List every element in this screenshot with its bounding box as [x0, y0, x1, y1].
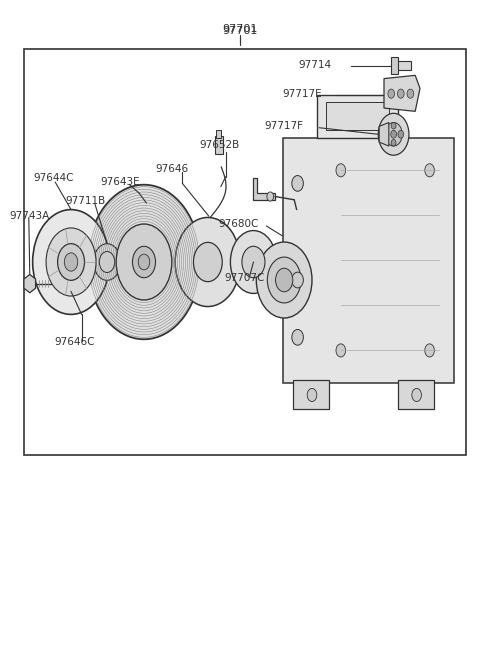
- Bar: [396, 61, 411, 70]
- Text: 97646: 97646: [155, 164, 189, 174]
- Bar: [215, 136, 223, 154]
- Circle shape: [385, 122, 402, 146]
- Circle shape: [58, 244, 84, 280]
- Text: 97652B: 97652B: [200, 140, 240, 151]
- Text: 97644C: 97644C: [34, 173, 74, 183]
- Circle shape: [336, 344, 346, 357]
- Text: 97701: 97701: [222, 26, 258, 36]
- Circle shape: [391, 130, 396, 138]
- Circle shape: [378, 113, 409, 155]
- Bar: [293, 380, 329, 409]
- Circle shape: [116, 224, 172, 300]
- Circle shape: [292, 329, 303, 345]
- Circle shape: [412, 388, 421, 402]
- Circle shape: [242, 246, 265, 278]
- Circle shape: [397, 89, 404, 98]
- Text: 97717E: 97717E: [282, 88, 322, 99]
- Circle shape: [388, 89, 395, 98]
- Circle shape: [336, 164, 346, 177]
- Circle shape: [87, 185, 201, 339]
- Circle shape: [425, 344, 434, 357]
- Circle shape: [391, 140, 396, 146]
- Circle shape: [175, 217, 240, 307]
- Circle shape: [267, 192, 274, 201]
- Bar: [398, 380, 434, 409]
- Circle shape: [33, 210, 109, 314]
- Text: 97701: 97701: [222, 24, 258, 35]
- Text: 97707C: 97707C: [225, 273, 265, 284]
- Circle shape: [307, 388, 317, 402]
- Circle shape: [138, 254, 150, 270]
- Circle shape: [292, 176, 303, 191]
- Bar: [24, 49, 466, 455]
- Circle shape: [256, 242, 312, 318]
- Circle shape: [407, 89, 414, 98]
- Text: 97714: 97714: [298, 60, 331, 71]
- Polygon shape: [24, 274, 36, 293]
- Circle shape: [132, 246, 156, 278]
- Circle shape: [64, 253, 78, 271]
- Bar: [326, 102, 389, 130]
- Polygon shape: [379, 122, 389, 146]
- Circle shape: [230, 231, 276, 293]
- Bar: [317, 95, 398, 138]
- Text: 97711B: 97711B: [65, 196, 106, 206]
- Circle shape: [391, 122, 396, 129]
- Text: 97643E: 97643E: [100, 177, 140, 187]
- Text: 97646C: 97646C: [54, 337, 95, 347]
- Circle shape: [398, 130, 404, 138]
- Circle shape: [46, 228, 96, 296]
- Text: 97680C: 97680C: [219, 219, 259, 229]
- Bar: [216, 130, 221, 138]
- Polygon shape: [253, 178, 275, 200]
- Circle shape: [193, 242, 222, 282]
- Circle shape: [276, 268, 293, 292]
- Polygon shape: [384, 75, 420, 111]
- Circle shape: [267, 257, 301, 303]
- Bar: [391, 57, 398, 74]
- Circle shape: [425, 164, 434, 177]
- Circle shape: [99, 252, 115, 272]
- Circle shape: [94, 244, 120, 280]
- Bar: [283, 138, 454, 383]
- Text: 97743A: 97743A: [10, 211, 50, 221]
- Text: 97717F: 97717F: [265, 121, 304, 132]
- Circle shape: [292, 272, 303, 288]
